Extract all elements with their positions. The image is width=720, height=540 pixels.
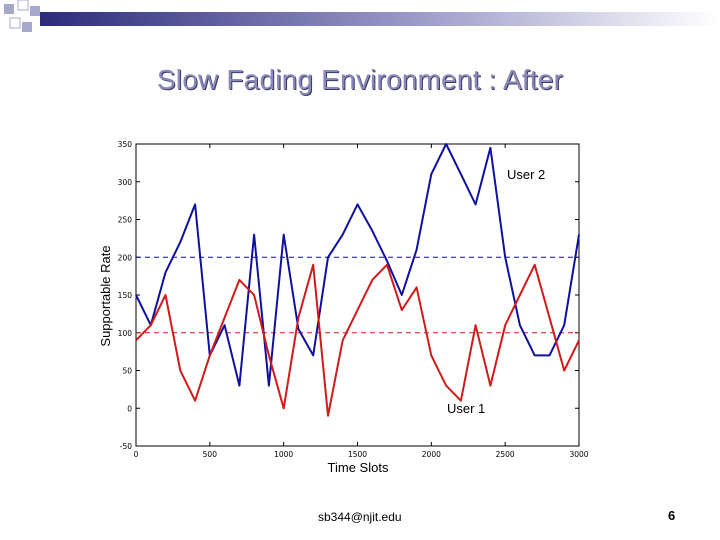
slide-title: Slow Fading Environment : After xyxy=(156,64,564,95)
x-tick-label: 1500 xyxy=(348,450,367,459)
x-tick-label: 2000 xyxy=(422,450,441,459)
y-tick-label: -50 xyxy=(120,442,132,451)
y-tick-label: 50 xyxy=(122,367,132,376)
y-axis-label: Supportable Rate xyxy=(98,245,113,346)
y-tick-label: 250 xyxy=(118,216,133,225)
y-tick-label: 150 xyxy=(118,291,133,300)
y-tick-label: 0 xyxy=(127,404,132,413)
x-tick-label: 1000 xyxy=(274,450,293,459)
user2-annotation: User 2 xyxy=(507,167,545,182)
page-number: 6 xyxy=(668,508,676,523)
footer-email: sb344@njit.edu xyxy=(318,510,402,524)
series-lines xyxy=(135,143,580,417)
x-axis-label: Time Slots xyxy=(328,460,389,475)
series-line-user-1 xyxy=(135,263,580,417)
user1-annotation: User 1 xyxy=(447,401,485,416)
y-tick-label: 300 xyxy=(118,178,133,187)
y-tick-label: 200 xyxy=(118,253,133,262)
x-tick-label: 3000 xyxy=(569,450,588,459)
deco-square xyxy=(30,6,40,16)
x-tick-label: 2500 xyxy=(496,450,515,459)
x-tick-label: 500 xyxy=(203,450,218,459)
header-gradient-bar xyxy=(40,12,720,26)
deco-square xyxy=(22,22,32,32)
header-decoration xyxy=(4,0,720,32)
deco-square xyxy=(9,17,21,29)
y-tick-label: 350 xyxy=(118,140,133,149)
deco-square xyxy=(4,4,14,14)
x-tick-label: 0 xyxy=(134,450,139,459)
y-tick-label: 100 xyxy=(118,329,133,338)
deco-square xyxy=(17,0,29,11)
tick-labels: 0 500 1000 1500 2000 2500 3000-500501001502002… xyxy=(118,140,589,459)
